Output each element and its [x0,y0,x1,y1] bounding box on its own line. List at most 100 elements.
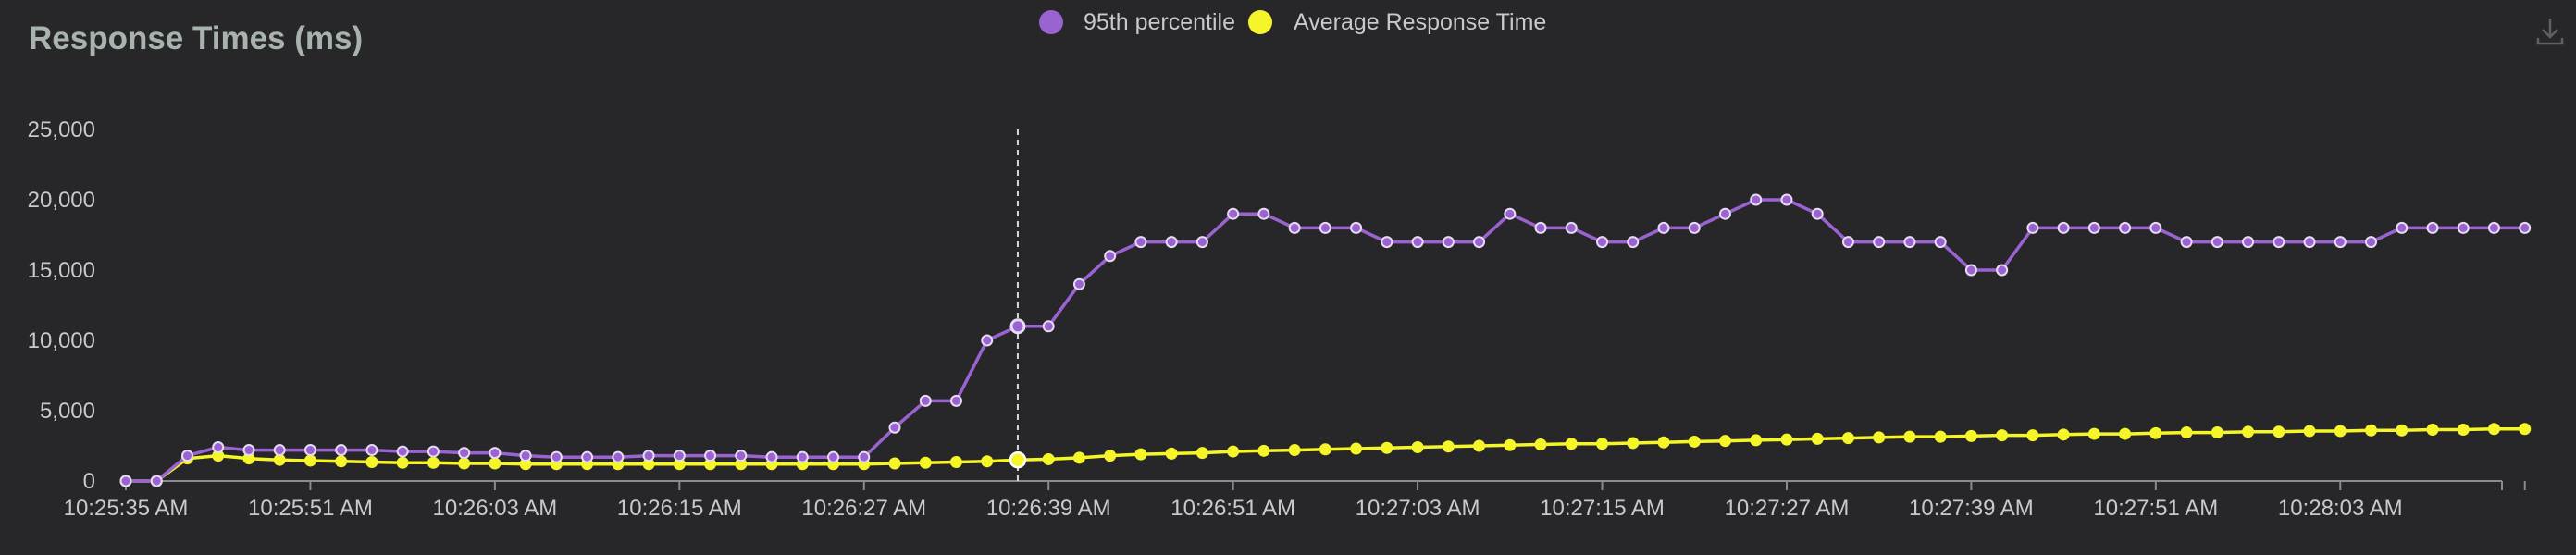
data-point [2519,423,2532,436]
data-point [1903,430,1916,443]
series-line [126,198,2525,483]
data-point [1227,445,1240,458]
data-point [2149,426,2162,439]
data-point [1165,447,1178,460]
data-point [519,450,532,462]
x-tick-label: 10:27:39 AM [1909,496,2034,521]
data-point [1688,435,1701,448]
data-point [858,450,871,463]
data-point [1565,221,1578,234]
data-point [2426,424,2439,437]
data-point [489,447,502,460]
data-point [2519,221,2532,234]
data-point [2087,427,2100,440]
data-point [150,475,163,487]
data-point [458,447,471,460]
legend-item[interactable]: 95th percentile [1039,9,1235,35]
data-point [1811,207,1824,220]
x-tick-label: 10:26:39 AM [986,496,1111,521]
data-point [1288,444,1301,457]
data-point [2119,427,2132,440]
data-point [1288,221,1301,234]
data-point [612,450,625,463]
y-axis: 0 5,000 10,000 15,000 20,000 25,000 [28,117,95,494]
data-point [212,441,225,454]
data-point [2026,429,2039,442]
data-point [1934,236,1947,249]
data-point [1381,236,1393,249]
data-point [1042,320,1055,333]
data-point [1934,430,1947,443]
data-point [1841,432,1854,445]
x-tick-label: 10:26:51 AM [1170,496,1295,521]
data-point [2426,221,2439,234]
download-icon[interactable] [2533,15,2567,48]
data-point [1718,435,1731,448]
data-point [1104,250,1117,263]
data-point [1811,432,1824,445]
data-point [1473,236,1486,249]
data-point [949,394,962,407]
data-point [1257,207,1270,220]
x-tick-label: 10:27:15 AM [1540,496,1665,521]
data-point [212,450,225,462]
data-point [642,458,655,471]
data-point [427,456,440,469]
x-tick-label: 10:26:15 AM [617,496,742,521]
x-tick-label: 10:25:51 AM [248,496,373,521]
data-point [2487,221,2500,234]
data-point [273,444,286,457]
data-point [981,334,994,347]
data-point [2303,425,2316,438]
series-average [119,423,2532,487]
data-point [458,457,471,470]
legend-label: Average Response Time [1294,9,1546,35]
data-point [303,454,316,467]
legend-item[interactable]: Average Response Time [1248,9,1546,35]
data-point [888,457,901,470]
data-point [1657,221,1670,234]
data-point [2334,425,2347,438]
data-point [704,458,717,471]
data-point [642,450,655,462]
data-point [2365,236,2378,249]
data-point [2180,426,2193,439]
data-point [2273,236,2285,249]
x-tick-label: 10:26:27 AM [801,496,926,521]
data-point [1534,438,1547,450]
data-point [1873,431,1886,444]
data-point [2273,426,2285,438]
data-point [2303,236,2316,249]
data-point [1009,318,1026,335]
data-point [1657,436,1670,449]
data-point [427,445,440,458]
data-point [735,450,748,462]
data-point [365,444,378,457]
data-point [796,450,809,463]
data-point [1072,278,1085,290]
y-tick-label: 5,000 [40,399,95,424]
data-point [1688,221,1701,234]
data-point [1504,207,1517,220]
data-point [1996,264,2009,277]
data-point [949,455,962,468]
data-point [1411,236,1424,249]
data-point [1780,433,1793,446]
data-point [1873,236,1886,249]
legend: 95th percentile Average Response Time [1039,9,1546,35]
y-tick-label: 15,000 [28,258,95,283]
data-point [1473,439,1486,452]
data-point [2457,424,2470,437]
data-point [396,456,409,469]
x-axis: 10:25:35 AM 10:25:51 AM 10:26:03 AM 10:26:1… [64,480,2526,521]
data-point [2026,221,2039,234]
data-point [2211,426,2223,439]
legend-label: 95th percentile [1084,9,1235,35]
data-point [2180,236,2193,249]
data-point [2149,221,2162,234]
data-point [1072,451,1085,464]
y-tick-label: 20,000 [28,188,95,213]
data-point [335,455,348,468]
data-point [519,458,532,471]
